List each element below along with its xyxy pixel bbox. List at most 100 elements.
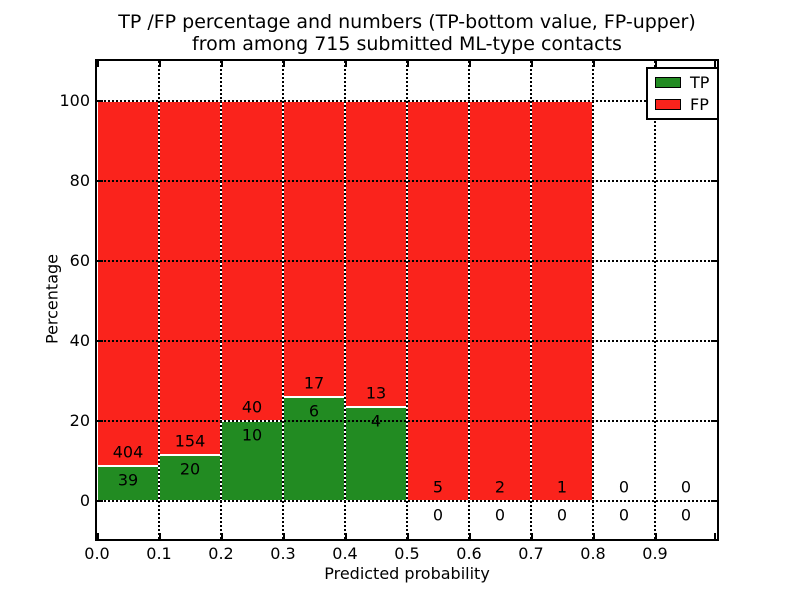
- annotation-tp-count: 10: [241, 425, 263, 445]
- x-tick-label: 0.3: [270, 544, 296, 563]
- x-tick-mark: [531, 533, 533, 539]
- bar-fp-segment: [531, 101, 593, 501]
- annotation-fp-count: 0: [680, 477, 692, 497]
- y-tick-mark: [97, 420, 103, 422]
- annotation-tp-count: 0: [618, 505, 630, 525]
- x-tick-label: 0.5: [394, 544, 420, 563]
- x-axis-label: Predicted probability: [324, 564, 490, 583]
- annotation-tp-count: 20: [179, 459, 201, 479]
- annotation-tp-count: 0: [556, 505, 568, 525]
- v-gridline: [282, 61, 284, 539]
- x-tick-mark: [531, 61, 533, 67]
- annotation-fp-count: 5: [432, 477, 444, 497]
- x-tick-mark: [221, 533, 223, 539]
- v-gridline: [654, 61, 656, 539]
- x-tick-mark: [469, 61, 471, 67]
- y-tick-mark: [97, 100, 103, 102]
- y-tick-mark: [711, 500, 717, 502]
- x-tick-label: 0.9: [642, 544, 668, 563]
- legend-label-tp: TP: [690, 73, 710, 92]
- annotation-tp-count: 0: [680, 505, 692, 525]
- tp-swatch-icon: [655, 77, 681, 88]
- x-tick-label: 0.0: [84, 544, 110, 563]
- legend-label-fp: FP: [690, 95, 709, 114]
- bar-tp-segment: [345, 406, 407, 501]
- y-tick-mark: [711, 340, 717, 342]
- bar-tp-segment: [159, 455, 221, 501]
- annotation-fp-count: 404: [112, 442, 144, 462]
- y-tick-mark: [711, 420, 717, 422]
- x-tick-label: 0.7: [518, 544, 544, 563]
- x-tick-mark: [655, 533, 657, 539]
- legend-row-tp: TP: [655, 74, 709, 91]
- y-tick-mark: [711, 260, 717, 262]
- v-gridline: [468, 61, 470, 539]
- bar-fp-segment: [97, 101, 159, 466]
- x-tick-label: 0.4: [332, 544, 358, 563]
- x-tick-mark: [655, 61, 657, 67]
- annotation-fp-count: 13: [365, 383, 387, 403]
- y-tick-mark: [97, 340, 103, 342]
- annotation-fp-count: 0: [618, 477, 630, 497]
- x-tick-label: 0.1: [146, 544, 172, 563]
- bar-tp-segment: [97, 465, 159, 501]
- annotation-tp-count: 6: [308, 401, 320, 421]
- annotation-fp-count: 40: [241, 397, 263, 417]
- x-tick-mark: [221, 61, 223, 67]
- annotation-fp-count: 154: [174, 431, 206, 451]
- y-tick-label: 100: [59, 91, 90, 110]
- bar-fp-segment: [159, 101, 221, 456]
- chart-title-line1: TP /FP percentage and numbers (TP-bottom…: [118, 11, 696, 33]
- chart-title-line2: from among 715 submitted ML-type contact…: [192, 33, 622, 55]
- annotation-tp-count: 0: [432, 505, 444, 525]
- y-tick-label: 40: [69, 331, 90, 350]
- annotation-fp-count: 2: [494, 477, 506, 497]
- plot-area: TP FP 404 39 154 20 40 10 17 6 13 4 5 0 2 0 1 0 0 0 0 0: [97, 61, 720, 539]
- x-tick-mark: [407, 61, 409, 67]
- legend-row-fp: FP: [655, 96, 709, 113]
- x-tick-mark: [714, 533, 716, 539]
- x-tick-mark: [345, 61, 347, 67]
- y-tick-mark: [97, 260, 103, 262]
- x-tick-label: 0.8: [580, 544, 606, 563]
- v-gridline: [344, 61, 346, 539]
- x-tick-mark: [407, 533, 409, 539]
- y-tick-mark: [97, 500, 103, 502]
- x-tick-mark: [714, 61, 716, 67]
- y-tick-label: 20: [69, 411, 90, 430]
- v-gridline: [158, 61, 160, 539]
- plot-frame: TP FP 404 39 154 20 40 10 17 6 13 4 5 0 2 0 1 0 0 0 0 0: [95, 59, 720, 541]
- v-gridline: [592, 61, 594, 539]
- x-tick-mark: [159, 61, 161, 67]
- y-tick-label: 60: [69, 251, 90, 270]
- x-tick-mark: [345, 533, 347, 539]
- v-gridline: [530, 61, 532, 539]
- bar-fp-segment: [469, 101, 531, 501]
- bar-fp-segment: [407, 101, 469, 501]
- v-gridline: [406, 61, 408, 539]
- x-tick-mark: [97, 533, 99, 539]
- x-tick-mark: [159, 533, 161, 539]
- v-gridline: [220, 61, 222, 539]
- annotation-fp-count: 17: [303, 373, 325, 393]
- y-tick-label: 80: [69, 171, 90, 190]
- x-tick-mark: [283, 533, 285, 539]
- legend: TP FP: [646, 67, 720, 120]
- bar-fp-segment: [345, 101, 407, 407]
- annotation-tp-count: 0: [494, 505, 506, 525]
- fp-swatch-icon: [655, 99, 681, 110]
- y-tick-mark: [711, 180, 717, 182]
- y-tick-label: 0: [79, 491, 90, 510]
- x-tick-mark: [469, 533, 471, 539]
- x-tick-mark: [593, 61, 595, 67]
- annotation-tp-count: 39: [117, 470, 139, 490]
- x-tick-mark: [97, 61, 99, 67]
- x-tick-mark: [283, 61, 285, 67]
- x-tick-label: 0.2: [208, 544, 234, 563]
- annotation-fp-count: 1: [556, 477, 568, 497]
- annotation-tp-count: 4: [370, 411, 382, 431]
- x-tick-mark: [593, 533, 595, 539]
- bar-fp-segment: [283, 101, 345, 397]
- y-tick-mark: [97, 180, 103, 182]
